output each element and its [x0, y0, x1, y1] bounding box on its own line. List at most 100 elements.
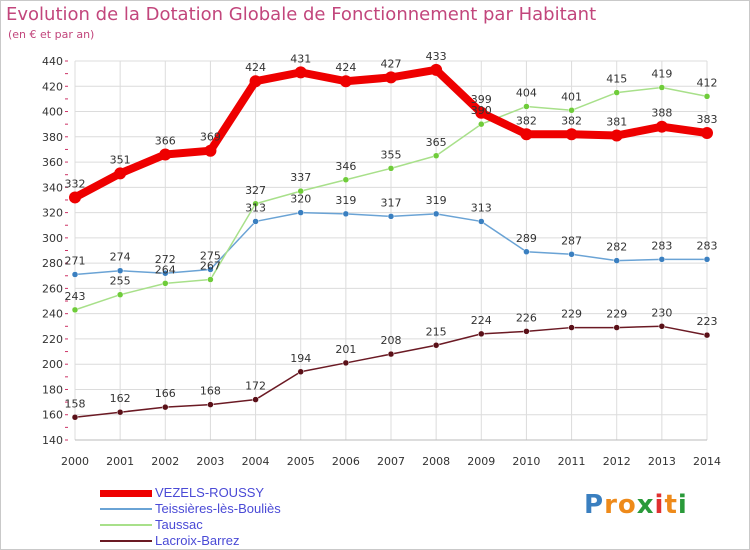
- data-label: 419: [651, 68, 672, 81]
- chart-subtitle: (en € et par an): [8, 28, 95, 41]
- data-point: [658, 256, 666, 263]
- logo-letter: x: [636, 490, 655, 520]
- data-point: [69, 191, 81, 204]
- y-tick-label: 340: [42, 181, 63, 194]
- data-point: [342, 359, 350, 367]
- data-point: [703, 256, 711, 263]
- logo-letter: t: [664, 490, 678, 520]
- data-label: 255: [110, 275, 131, 288]
- y-tick-label: 240: [42, 308, 63, 321]
- data-point: [252, 218, 259, 225]
- data-label: 320: [290, 193, 311, 206]
- logo-letter: i: [654, 490, 665, 520]
- data-point: [385, 71, 397, 84]
- data-label: 229: [606, 308, 627, 321]
- data-point: [478, 218, 485, 225]
- data-label: 382: [561, 114, 582, 127]
- data-point: [162, 269, 169, 277]
- data-point: [297, 187, 304, 195]
- data-label: 230: [651, 306, 672, 319]
- x-tick-label: 2004: [242, 455, 270, 468]
- data-label: 355: [381, 148, 402, 161]
- x-tick-label: 2014: [693, 455, 721, 468]
- data-label: 287: [561, 234, 582, 247]
- data-label: 317: [381, 196, 402, 209]
- x-tick-label: 2006: [332, 455, 360, 468]
- data-point: [475, 106, 488, 119]
- data-label: 272: [155, 253, 176, 266]
- data-point: [703, 93, 711, 100]
- data-label: 313: [471, 201, 492, 214]
- y-tick-label: 420: [42, 80, 63, 93]
- data-point: [568, 251, 575, 258]
- data-point: [568, 107, 575, 114]
- legend-label: Taussac: [155, 517, 203, 532]
- x-tick-label: 2008: [422, 455, 450, 468]
- y-tick-label: 300: [42, 232, 63, 245]
- data-point: [162, 403, 169, 411]
- data-label: 201: [335, 343, 356, 356]
- data-label: 319: [426, 194, 447, 207]
- data-point: [204, 144, 217, 157]
- data-point: [613, 324, 620, 331]
- data-label: 271: [65, 255, 86, 268]
- chart-title: Evolution de la Dotation Globale de Fonc…: [6, 4, 597, 25]
- data-point: [207, 276, 214, 283]
- data-point: [71, 271, 79, 278]
- data-point: [342, 176, 350, 184]
- data-point: [432, 342, 440, 349]
- axis-layer: 140 160 180 200 220 240 260 280 300 320 340 360 380 4…: [42, 55, 721, 468]
- legend-label: VEZELS-ROUSSY: [155, 485, 265, 500]
- data-label: 415: [606, 73, 627, 86]
- x-tick-label: 2007: [377, 455, 405, 468]
- data-point: [207, 266, 214, 273]
- data-label: 283: [651, 239, 672, 252]
- data-point: [162, 280, 169, 287]
- data-point: [520, 128, 533, 141]
- legend-swatch: [100, 490, 152, 497]
- data-label: 223: [697, 315, 718, 328]
- series-layer: [69, 63, 713, 421]
- data-label: 401: [561, 90, 582, 103]
- y-tick-label: 400: [42, 106, 63, 119]
- y-tick-label: 140: [42, 434, 63, 447]
- y-tick-label: 220: [42, 333, 63, 346]
- data-point: [523, 103, 530, 110]
- data-label: 351: [110, 153, 131, 166]
- data-point: [342, 210, 350, 218]
- y-tick-label: 260: [42, 282, 63, 295]
- data-label-layer: 158 162 166 168 172 194 201 208 215 224 226 229 229 2…: [65, 50, 718, 410]
- data-point: [568, 324, 575, 331]
- x-tick-label: 2001: [106, 455, 134, 468]
- logo-letter: P: [584, 490, 605, 520]
- data-point: [701, 127, 713, 140]
- data-label: 433: [426, 50, 447, 63]
- data-point: [116, 408, 124, 416]
- data-point: [478, 330, 485, 338]
- data-label: 365: [426, 136, 447, 149]
- x-tick-label: 2013: [648, 455, 676, 468]
- y-tick-label: 200: [42, 358, 63, 371]
- data-point: [252, 200, 259, 208]
- data-label: 267: [200, 260, 221, 273]
- data-label: 319: [335, 194, 356, 207]
- data-label: 274: [110, 251, 131, 264]
- data-point: [116, 267, 124, 274]
- data-point: [432, 152, 440, 159]
- data-label: 282: [606, 241, 627, 254]
- data-label: 162: [110, 392, 131, 405]
- data-label: 390: [471, 104, 492, 117]
- data-point: [610, 129, 623, 142]
- logo-letter: o: [617, 490, 637, 520]
- data-label: 404: [516, 86, 537, 99]
- y-tick-label: 380: [42, 131, 63, 144]
- y-tick-label: 180: [42, 383, 63, 396]
- data-point: [249, 75, 262, 88]
- y-tick-label: 440: [42, 55, 63, 68]
- x-tick-label: 2012: [603, 455, 631, 468]
- legend-swatch: [100, 540, 152, 542]
- data-point: [387, 213, 395, 220]
- data-point: [523, 328, 530, 335]
- data-label: 383: [697, 113, 718, 126]
